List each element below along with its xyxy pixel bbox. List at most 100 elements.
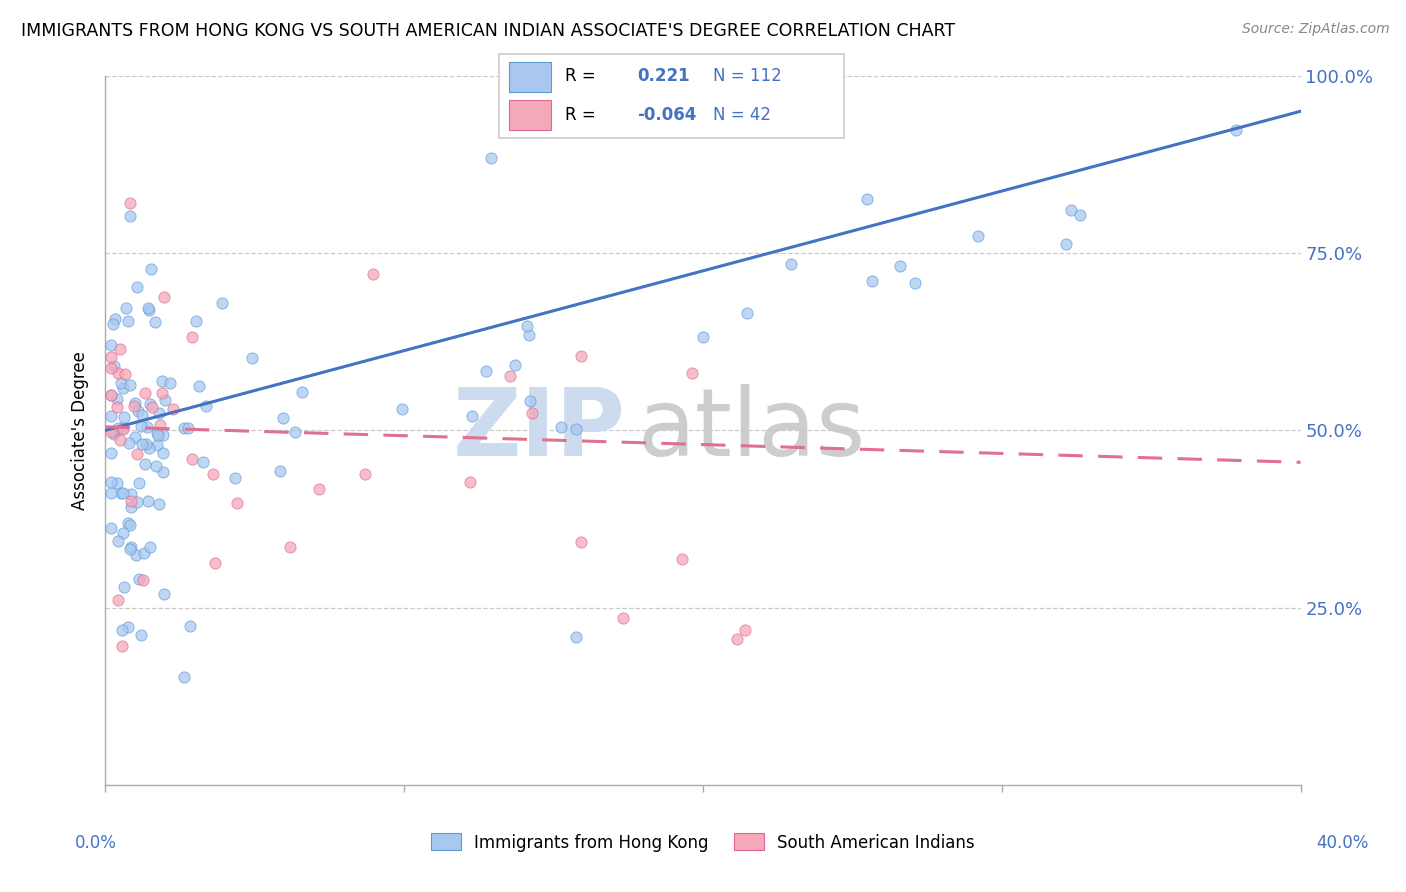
Point	[904, 276, 927, 290]
Point	[110, 485, 132, 500]
Point	[135, 420, 157, 434]
Point	[100, 485, 122, 500]
Point	[104, 311, 127, 326]
Point	[120, 494, 142, 508]
Text: R =: R =	[565, 68, 595, 86]
Point	[101, 425, 124, 439]
Point	[734, 624, 756, 638]
Point	[100, 361, 122, 376]
FancyBboxPatch shape	[499, 54, 844, 138]
Point	[517, 327, 540, 342]
Text: 0.0%: 0.0%	[75, 834, 117, 852]
Point	[503, 358, 526, 372]
Point	[145, 459, 167, 474]
Point	[100, 351, 122, 365]
Point	[111, 420, 134, 434]
Point	[110, 376, 132, 390]
Point	[564, 422, 586, 436]
Point	[141, 400, 163, 414]
Text: 40.0%: 40.0%	[1316, 834, 1369, 852]
Point	[967, 229, 990, 244]
Point	[152, 374, 174, 388]
Point	[138, 540, 160, 554]
Point	[1060, 202, 1083, 217]
Bar	[509, 100, 551, 130]
Point	[191, 454, 214, 468]
Point	[152, 446, 174, 460]
Point	[278, 540, 301, 554]
Point	[111, 486, 134, 500]
Point	[136, 494, 159, 508]
Legend: Immigrants from Hong Kong, South American Indians: Immigrants from Hong Kong, South America…	[425, 827, 981, 858]
Point	[671, 552, 693, 566]
Point	[204, 556, 226, 570]
Point	[124, 395, 146, 409]
Point	[125, 280, 148, 294]
Point	[112, 422, 135, 436]
Point	[148, 406, 170, 420]
Point	[479, 151, 502, 165]
Point	[571, 535, 593, 549]
Point	[127, 404, 149, 418]
Point	[117, 314, 139, 328]
Point	[180, 330, 202, 344]
Point	[136, 301, 159, 315]
Point	[146, 438, 169, 452]
Point	[117, 516, 139, 531]
Text: atlas: atlas	[637, 384, 866, 476]
Point	[353, 467, 375, 482]
Point	[132, 573, 155, 587]
Point	[125, 548, 148, 562]
Point	[180, 452, 202, 467]
Point	[105, 400, 128, 414]
Point	[132, 546, 155, 560]
Point	[226, 495, 249, 509]
Point	[153, 587, 176, 601]
Point	[100, 475, 122, 490]
Point	[118, 542, 141, 557]
Point	[100, 388, 122, 402]
Point	[780, 257, 803, 271]
Point	[112, 410, 135, 425]
Point	[105, 476, 128, 491]
Point	[499, 368, 522, 383]
Point	[150, 386, 173, 401]
Point	[148, 417, 170, 432]
Point	[1069, 208, 1091, 222]
Point	[107, 592, 129, 607]
Text: Source: ZipAtlas.com: Source: ZipAtlas.com	[1241, 22, 1389, 37]
Point	[103, 359, 125, 373]
Point	[520, 406, 543, 420]
Point	[111, 381, 134, 395]
Point	[565, 630, 588, 644]
Point	[855, 193, 877, 207]
Point	[361, 267, 384, 281]
Point	[211, 295, 233, 310]
Point	[291, 384, 314, 399]
Point	[458, 475, 481, 489]
Point	[173, 670, 195, 684]
Point	[134, 458, 156, 472]
Point	[138, 303, 160, 318]
Point	[128, 476, 150, 491]
Point	[391, 402, 413, 417]
Point	[187, 379, 209, 393]
Point	[103, 426, 125, 441]
Point	[100, 446, 122, 460]
Point	[860, 275, 883, 289]
Point	[108, 433, 131, 447]
Point	[118, 196, 141, 211]
Point	[153, 290, 176, 304]
Point	[177, 420, 200, 434]
Point	[120, 378, 142, 392]
Point	[461, 409, 484, 424]
Point	[111, 526, 134, 541]
Point	[224, 471, 246, 485]
Point	[889, 259, 911, 273]
Point	[107, 366, 129, 380]
Point	[152, 428, 174, 442]
Point	[120, 517, 142, 532]
Bar	[509, 62, 551, 92]
Point	[111, 624, 134, 638]
Point	[159, 376, 181, 391]
